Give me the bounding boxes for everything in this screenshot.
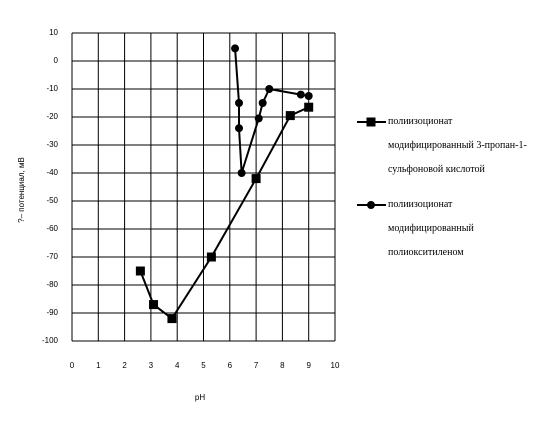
marker: [254, 114, 263, 123]
y-tick-label: -30: [46, 140, 58, 149]
series-line: [234, 48, 309, 174]
marker: [285, 111, 295, 121]
x-tick-label: 7: [254, 361, 259, 370]
y-tick-label: 0: [54, 56, 59, 65]
marker: [206, 252, 216, 262]
marker: [367, 201, 375, 209]
marker: [251, 174, 261, 184]
marker: [366, 117, 376, 127]
x-tick-label: 10: [331, 361, 340, 370]
marker: [235, 124, 244, 133]
y-tick-label: -60: [46, 224, 58, 233]
y-tick-label: -40: [46, 168, 58, 177]
marker: [231, 44, 240, 53]
x-tick-label: 8: [280, 361, 285, 370]
x-axis-label: pH: [195, 393, 205, 402]
x-tick-label: 0: [70, 361, 75, 370]
x-tick-label: 5: [201, 361, 206, 370]
x-tick-label: 2: [122, 361, 127, 370]
y-tick-label: -10: [46, 84, 58, 93]
marker: [237, 169, 246, 177]
x-tick-label: 3: [149, 361, 154, 370]
marker: [258, 99, 267, 107]
y-tick-label: -90: [46, 308, 58, 317]
marker: [296, 90, 305, 99]
y-tick-label: 10: [49, 28, 58, 37]
y-tick-label: -100: [42, 336, 59, 345]
x-tick-label: 9: [306, 361, 311, 370]
x-tick-label: 6: [228, 361, 233, 370]
series-line: [139, 106, 310, 321]
x-tick-label: 4: [175, 361, 180, 370]
y-tick-label: -70: [46, 252, 58, 261]
marker: [304, 102, 314, 112]
legend-label: полиизоционат модифицированный полиоксит…: [388, 199, 474, 258]
marker: [265, 85, 274, 93]
x-tick-label: 1: [96, 361, 101, 370]
y-tick-label: -80: [46, 280, 58, 289]
marker: [304, 92, 313, 100]
y-tick-label: -50: [46, 196, 58, 205]
marker: [167, 314, 177, 324]
y-axis-label: ?– потенциал, мВ: [17, 157, 26, 223]
marker: [235, 99, 244, 107]
legend-label: полиизоционат модифицированный 3-пропан-…: [388, 116, 527, 175]
marker: [149, 300, 159, 310]
y-tick-label: -20: [46, 112, 58, 121]
marker: [135, 266, 145, 276]
